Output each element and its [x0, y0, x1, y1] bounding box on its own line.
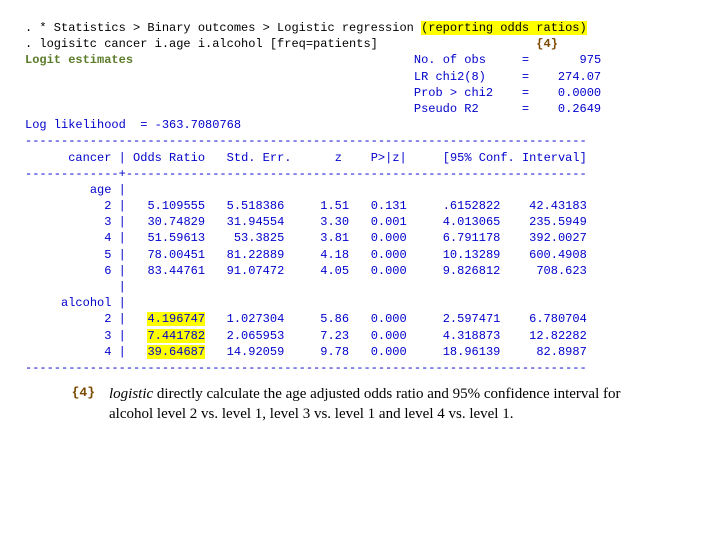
logit-output: Logit estimates No. of obs = 975 LR chi2… — [25, 52, 695, 376]
cmd-line-1: . * Statistics > Binary outcomes > Logis… — [25, 21, 587, 35]
footnote-4: {4} logistic directly calculate the age … — [25, 384, 695, 425]
footnote-tag: {4} — [25, 384, 109, 425]
footnote-cmd: logistic — [109, 386, 153, 402]
logit-title: Logit estimates — [25, 53, 133, 67]
footnote-body: logistic directly calculate the age adju… — [109, 384, 695, 425]
log-likelihood: Log likelihood = -363.7080768 — [25, 118, 241, 132]
cmd-line-2: . logisitc cancer i.age i.alcohol [freq=… — [25, 37, 558, 51]
command-block: . * Statistics > Binary outcomes > Logis… — [25, 20, 695, 52]
cmd-tag-4: {4} — [536, 37, 558, 51]
cmd-highlight-1: (reporting odds ratios) — [421, 21, 587, 35]
